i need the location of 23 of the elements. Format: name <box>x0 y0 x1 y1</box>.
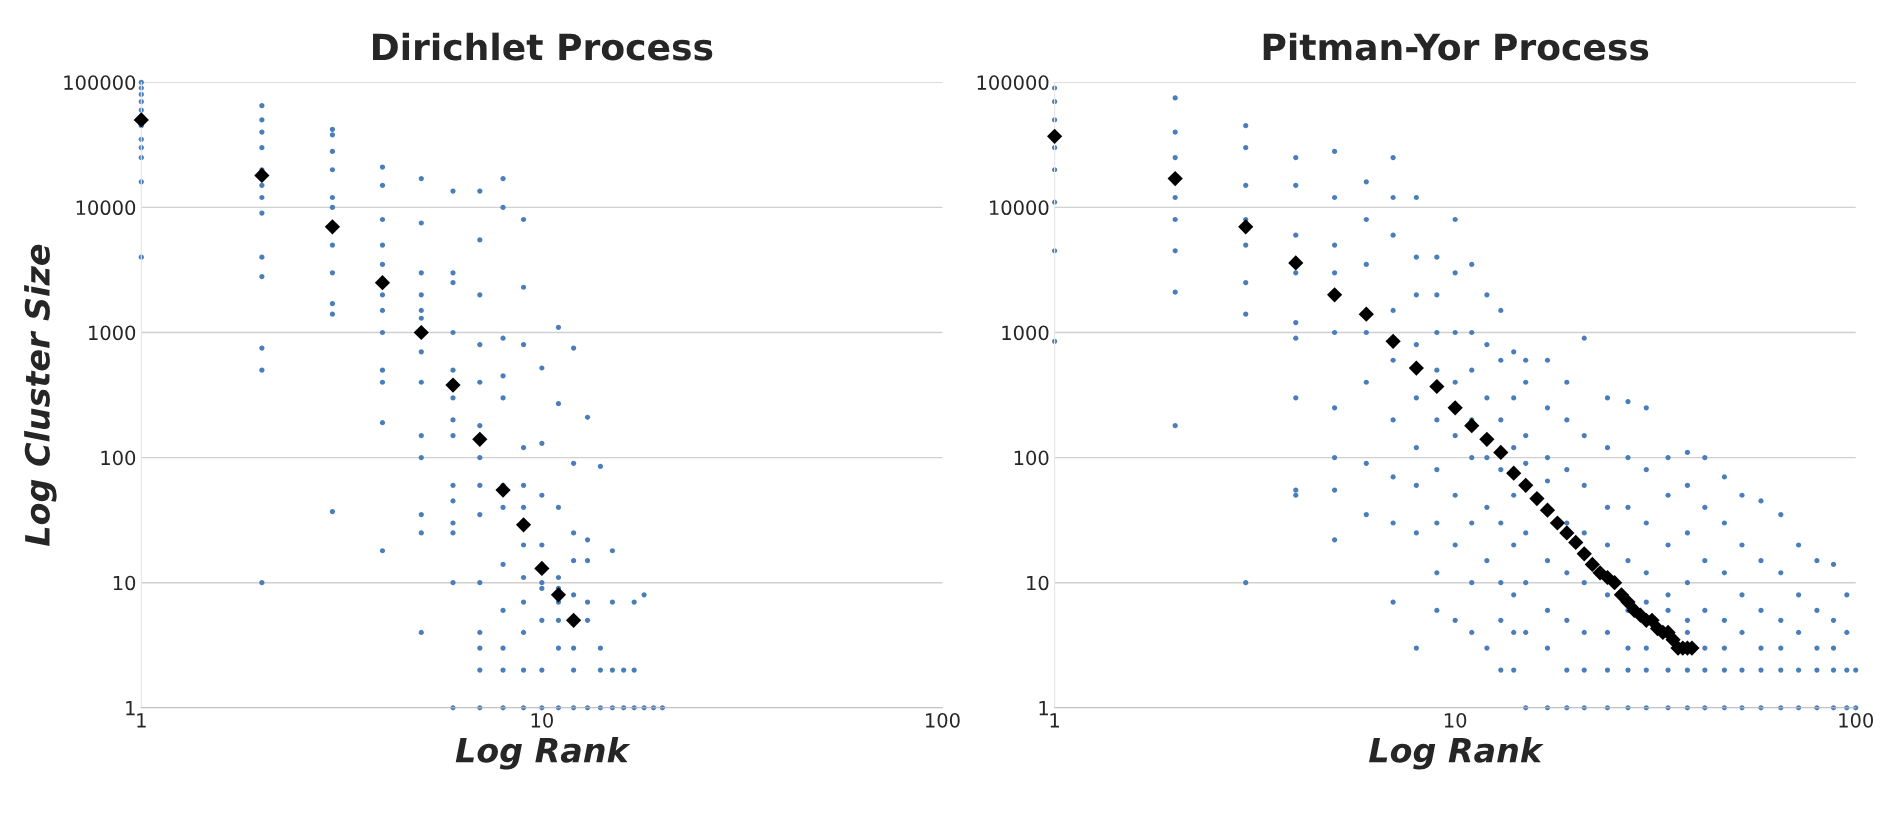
y-tick-label: 1000 <box>1002 325 1049 341</box>
y-tick-label: 1000 <box>89 325 136 341</box>
x-axis-title: Log Rank <box>455 737 631 770</box>
y-tick-label: 1 <box>126 700 135 716</box>
y-tick-label: 10000 <box>76 200 136 216</box>
x-tick-label: 100 <box>926 712 960 728</box>
x-tick-label: 10 <box>1444 712 1467 728</box>
y-tick-label: 10000 <box>990 200 1049 216</box>
x-tick-label: 100 <box>1839 712 1874 728</box>
y-tick-label: 1 <box>1039 700 1048 716</box>
chart-title: Dirichlet Process <box>373 32 713 61</box>
chart-title: Pitman-Yor Process <box>1263 32 1649 61</box>
y-tick-label: 100 <box>101 450 136 466</box>
y-tick-label: 10 <box>1027 575 1049 591</box>
x-axis-title: Log Rank <box>1369 737 1544 770</box>
y-tick-label: 100000 <box>64 75 136 90</box>
x-tick-label: 10 <box>531 712 553 728</box>
y-axis-title: Log Cluster Size <box>24 244 57 546</box>
y-tick-label: 100 <box>1014 450 1049 466</box>
x-tick-label: 1 <box>1050 713 1059 728</box>
y-tick-label: 100000 <box>977 75 1049 90</box>
x-tick-label: 1 <box>137 713 146 728</box>
y-tick-label: 10 <box>113 575 136 591</box>
